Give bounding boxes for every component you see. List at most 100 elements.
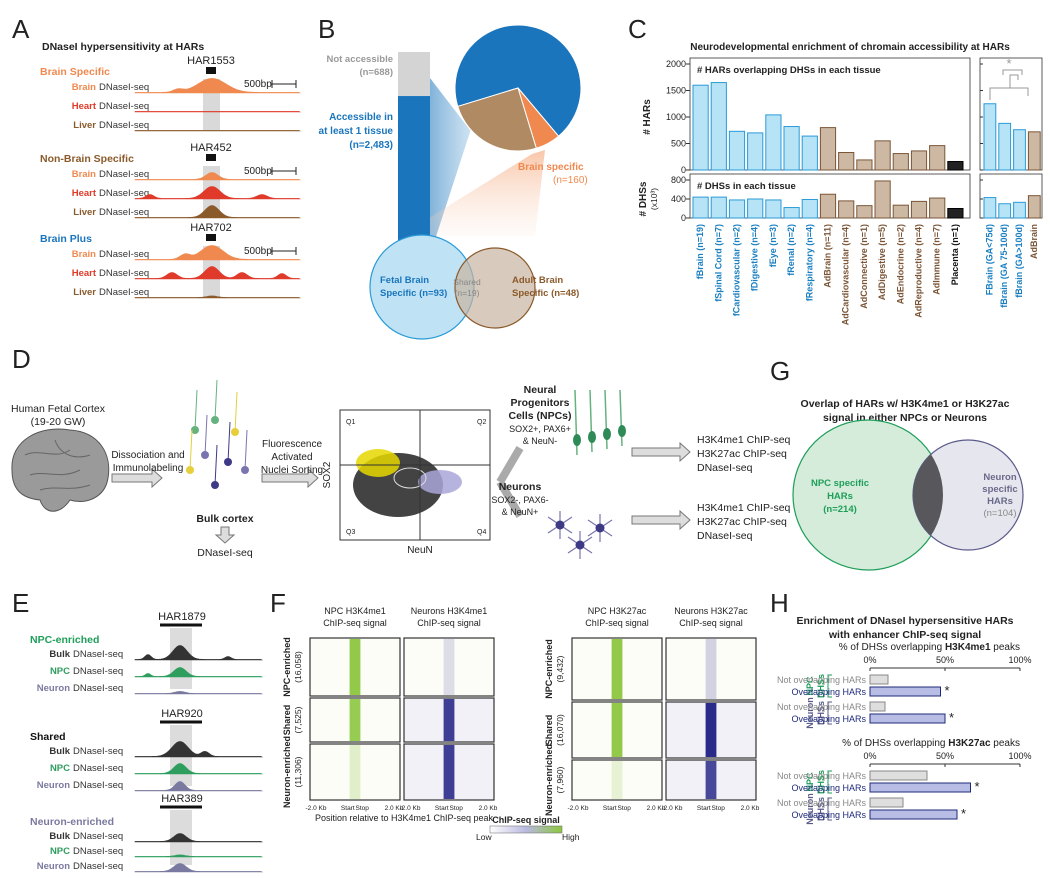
bar bbox=[765, 114, 782, 171]
brain bbox=[11, 428, 110, 512]
label: HAR452 bbox=[190, 142, 232, 154]
signal-track bbox=[134, 295, 302, 299]
label: Fetal Brain bbox=[380, 275, 429, 286]
label: (n=160) bbox=[553, 175, 588, 186]
x-tick-label: AdBrain (n=11) bbox=[823, 224, 833, 288]
facs-gates bbox=[340, 410, 490, 540]
label: at least 1 tissue bbox=[319, 126, 394, 137]
label: NPC bbox=[805, 772, 815, 792]
arrow bbox=[214, 526, 236, 544]
cell bbox=[186, 466, 194, 474]
chart-title-part: % of DHSs overlapping bbox=[839, 642, 945, 653]
panel-letter: E bbox=[12, 588, 29, 618]
cell-process bbox=[227, 421, 231, 463]
label: Not accessible bbox=[326, 54, 393, 65]
label: NPC-enriched bbox=[30, 634, 99, 646]
label: HAR1879 bbox=[158, 611, 206, 623]
x-tick-label: AdBrain bbox=[1029, 224, 1039, 259]
y-tick-label: 1000 bbox=[666, 112, 686, 122]
label: NPC H3K4me1 bbox=[324, 606, 386, 616]
har-box bbox=[206, 67, 216, 74]
cell-process bbox=[619, 389, 623, 447]
label: DNaseI-seq bbox=[99, 120, 149, 131]
label: Overlapping HARs bbox=[791, 714, 866, 724]
x-tick-label: 100% bbox=[1008, 655, 1031, 665]
cell bbox=[191, 426, 199, 434]
panel-letter: H bbox=[770, 588, 789, 618]
x-tick-label: AdReproductive (n=4) bbox=[914, 224, 924, 318]
label: Q3 bbox=[346, 529, 355, 536]
label: Overlapping HARs bbox=[791, 783, 866, 793]
cell bbox=[555, 520, 565, 530]
chart-title-part: % of DHSs overlapping bbox=[842, 738, 948, 749]
label: DNaseI-seq bbox=[73, 846, 123, 857]
label: specific bbox=[982, 484, 1017, 495]
label: Shared bbox=[544, 715, 554, 746]
signal-track bbox=[134, 781, 264, 792]
bar bbox=[1013, 129, 1026, 171]
y-tick-label: 2000 bbox=[666, 59, 686, 69]
label: Neuron-enriched bbox=[282, 736, 292, 808]
significance: * bbox=[961, 806, 966, 821]
cell-process bbox=[244, 429, 248, 471]
label: ChIP-seq signal bbox=[417, 618, 481, 628]
cell-process bbox=[194, 389, 198, 431]
label: Dissociation and bbox=[111, 450, 184, 461]
bar bbox=[869, 782, 971, 793]
label: DNaseI-seq bbox=[99, 82, 149, 93]
label: NPC H3K27ac bbox=[588, 606, 647, 616]
arrow bbox=[496, 445, 524, 519]
bar bbox=[398, 96, 430, 255]
x-tick-label: 100% bbox=[1008, 751, 1031, 761]
label: DNaseI-seq bbox=[99, 169, 149, 180]
bar bbox=[819, 127, 837, 171]
label: Neuron bbox=[983, 472, 1016, 483]
x-tick-label: AdDigestive (n=5) bbox=[877, 224, 887, 300]
label: Neuron bbox=[805, 697, 815, 729]
label: (n=214) bbox=[823, 504, 857, 515]
label: HAR920 bbox=[161, 708, 203, 720]
label: Shared bbox=[453, 277, 481, 287]
panel-letter: D bbox=[12, 344, 31, 374]
x-tick-label: Start bbox=[697, 805, 711, 812]
x-tick-label: 50% bbox=[936, 751, 954, 761]
x-tick-label: FBrain (GA<75d) bbox=[984, 224, 994, 295]
label: (n=2,483) bbox=[349, 140, 393, 151]
label: Heart bbox=[72, 101, 97, 112]
bar bbox=[856, 159, 873, 171]
cell-process bbox=[204, 414, 208, 456]
label: Neurons bbox=[499, 481, 542, 493]
bar bbox=[801, 198, 818, 219]
label: HARs bbox=[827, 491, 853, 502]
label: Shared bbox=[30, 731, 66, 743]
y-tick-label: 800 bbox=[671, 175, 686, 185]
bracket bbox=[827, 701, 832, 725]
label: ChIP-seq signal bbox=[323, 618, 387, 628]
signal-track bbox=[134, 741, 264, 758]
bar bbox=[998, 203, 1012, 219]
label: HAR702 bbox=[190, 222, 232, 234]
bar bbox=[710, 196, 727, 219]
cell bbox=[603, 428, 611, 440]
bar bbox=[874, 140, 891, 171]
brain-folds bbox=[24, 439, 91, 491]
x-tick-label: fBrain (n=19) bbox=[695, 224, 705, 279]
legend-bar bbox=[489, 825, 563, 834]
label: NPC-enriched bbox=[282, 637, 292, 697]
label: Human Fetal Cortex bbox=[11, 403, 106, 415]
x-tick-label: fCardiovascular (n=2) bbox=[732, 224, 742, 316]
chart-title-part: H3K4me1 bbox=[945, 642, 991, 653]
signal-track bbox=[134, 645, 264, 661]
scale-bar bbox=[271, 247, 297, 255]
x-tick-label: Stop bbox=[356, 805, 370, 812]
cell bbox=[588, 431, 596, 443]
label: with enhancer ChIP-seq signal bbox=[828, 629, 981, 641]
bracket bbox=[827, 674, 832, 698]
bar bbox=[1013, 201, 1026, 219]
cell bbox=[224, 458, 232, 466]
heatmap-signal bbox=[443, 699, 455, 741]
cell bbox=[618, 425, 626, 437]
arrow bbox=[111, 467, 163, 489]
signal-track bbox=[134, 78, 302, 94]
label: Neuron bbox=[37, 861, 70, 872]
